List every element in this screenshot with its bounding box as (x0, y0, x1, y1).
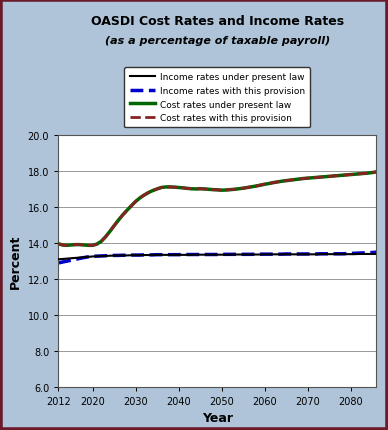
Legend: Income rates under present law, Income rates with this provision, Cost rates und: Income rates under present law, Income r… (125, 68, 310, 128)
Y-axis label: Percent: Percent (9, 234, 22, 289)
Text: (as a percentage of taxable payroll): (as a percentage of taxable payroll) (105, 36, 330, 46)
X-axis label: Year: Year (202, 412, 233, 424)
Text: OASDI Cost Rates and Income Rates: OASDI Cost Rates and Income Rates (91, 15, 344, 28)
